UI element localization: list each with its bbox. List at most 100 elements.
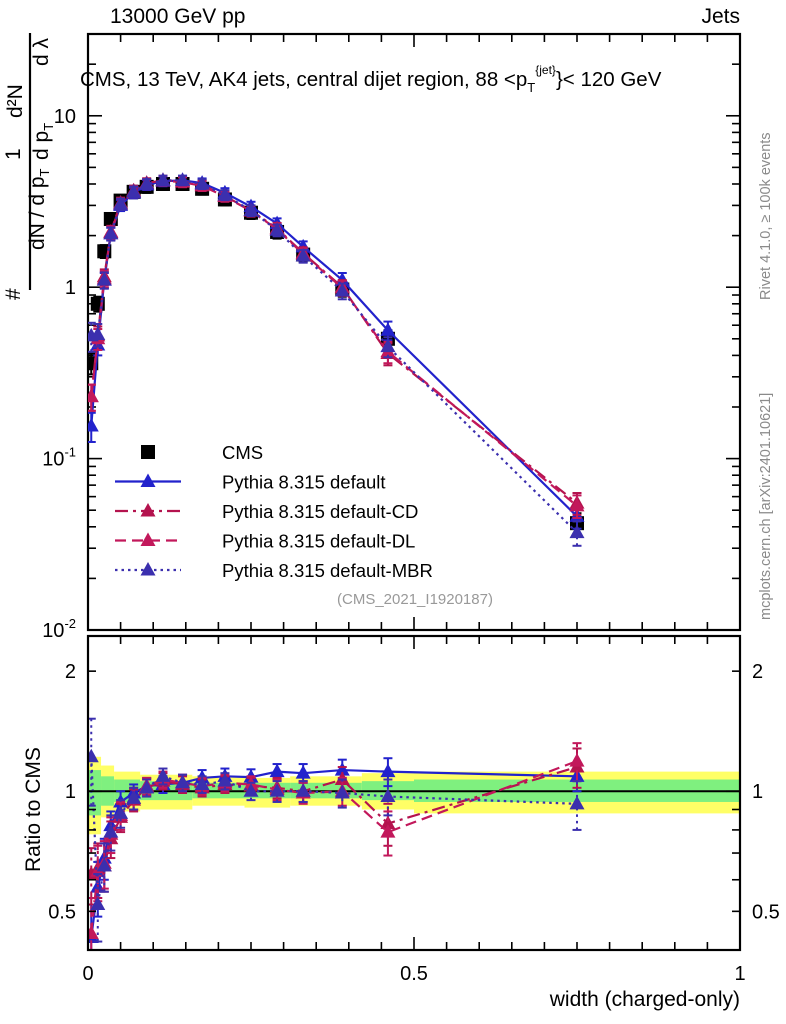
ratio-data-point (569, 753, 585, 767)
analysis-watermark: (CMS_2021_I1920187) (337, 591, 493, 608)
legend-item-pythia-8-315-default-cd[interactable]: Pythia 8.315 default-CD (115, 501, 418, 522)
data-point-triangle (269, 222, 285, 236)
plot-title: CMS, 13 TeV, AK4 jets, central dijet reg… (80, 63, 662, 95)
ratio-data-point (194, 776, 210, 790)
series-pythia-8-315-default-cd (88, 172, 585, 516)
data-point-triangle (88, 388, 99, 403)
legend-label: Pythia 8.315 default-CD (222, 501, 418, 522)
ratio-data-point (569, 795, 585, 810)
ratio-y-tick-label: 0.5 (48, 901, 76, 923)
y-tick-label: 10-1 (42, 445, 76, 471)
ylab-one: 1 (2, 148, 25, 160)
legend-label: Pythia 8.315 default (222, 472, 386, 493)
series-line (90, 179, 578, 507)
ratio-data-point (334, 762, 350, 776)
data-point-triangle (217, 187, 233, 201)
data-point-triangle (194, 175, 210, 190)
svg-text:dN / d pT: dN / d pT (26, 168, 52, 250)
data-point-triangle (139, 175, 155, 190)
side-label-top: Rivet 4.1.0, ≥ 100k events (758, 132, 774, 300)
x-tick-label: 0 (82, 963, 93, 985)
svg-text:d λ: d λ (30, 37, 53, 66)
ylab-den-sub: T (37, 168, 52, 176)
ratio-data-point (217, 773, 233, 787)
series-line (90, 179, 578, 518)
svg-text:d pT: d pT (30, 123, 56, 160)
data-point-triangle (243, 202, 259, 217)
legend-marker-triangle (140, 532, 156, 546)
svg-text:CMS, 13 TeV, AK4 jets, central: CMS, 13 TeV, AK4 jets, central dijet reg… (80, 63, 662, 95)
ratio-data-point (269, 783, 285, 797)
ratio-panel: 2 2 1 1 0.5 0.5 0 0.5 1 (48, 634, 780, 985)
ratio-y-tick-label-right: 0.5 (752, 901, 780, 923)
data-point-triangle (126, 183, 142, 198)
data-point-triangle (334, 283, 350, 297)
legend: CMS Pythia 8.315 default Pythia 8.315 defa… (115, 442, 433, 581)
data-point-triangle (113, 196, 129, 210)
legend-marker-triangle (140, 562, 156, 576)
ratio-data-point (380, 815, 396, 830)
ratio-data-point (334, 784, 350, 799)
series-pythia-8-315-default-dl (88, 172, 585, 520)
ratio-data-point (90, 896, 106, 911)
data-point-triangle (96, 272, 112, 286)
ratio-data-point (380, 788, 396, 803)
legend-item-pythia-8-315-default[interactable]: Pythia 8.315 default (115, 472, 386, 493)
data-point-triangle (90, 326, 106, 340)
y-tick-label: 10-2 (42, 616, 76, 642)
data-point-triangle (569, 497, 585, 512)
x-tick-label: 1 (734, 963, 745, 985)
main-panel: 10 1 10-1 10-2 (42, 32, 742, 642)
legend-item-pythia-8-315-default-dl[interactable]: Pythia 8.315 default-DL (115, 531, 415, 552)
ylab-hash: # (2, 288, 25, 300)
ratio-data-point (243, 783, 259, 797)
data-point-square (88, 356, 99, 371)
title-sup: {jet} (535, 63, 556, 77)
header-right: Jets (701, 5, 740, 28)
legend-marker-triangle (140, 473, 156, 487)
y-tick-label: 10 (54, 106, 76, 128)
ratio-data-point (113, 805, 129, 819)
ratio-data-point (175, 774, 191, 789)
ratio-y-tick-label-right: 1 (752, 781, 763, 803)
ratio-y-axis-label: Ratio to CMS (22, 747, 45, 872)
ratio-data-layer (88, 717, 740, 950)
ylab-num3: d λ (30, 37, 53, 66)
x-axis-label: width (charged-only) (549, 988, 740, 1011)
svg-text:1: 1 (2, 148, 25, 160)
main-data-layer (88, 172, 585, 547)
ylab-num2: d p (30, 131, 53, 160)
ratio-y-tick-label-right: 2 (752, 661, 763, 683)
x-tick-label: 0.5 (400, 963, 428, 985)
data-point-triangle (175, 172, 191, 186)
ratio-y-tick-label: 1 (65, 781, 76, 803)
data-point-triangle (155, 172, 171, 186)
y-axis-label: # dN / d pT 1 d²N d pT d λ (2, 33, 56, 300)
legend-label: CMS (222, 442, 263, 463)
data-point-triangle (569, 524, 585, 539)
legend-item-cms[interactable]: CMS (141, 442, 263, 463)
series-pythia-8-315-default-mbr (88, 172, 585, 547)
ratio-data-point (295, 765, 311, 779)
svg-text:#: # (2, 288, 25, 300)
data-point-triangle (103, 225, 119, 240)
ratio-y-tick-label: 2 (65, 661, 76, 683)
data-point-triangle (380, 322, 396, 336)
ratio-data-point (380, 763, 396, 778)
legend-marker-triangle (140, 503, 156, 517)
ratio-data-point (126, 790, 142, 804)
ratio-data-point (269, 763, 285, 778)
legend-item-pythia-8-315-default-mbr[interactable]: Pythia 8.315 default-MBR (115, 560, 433, 581)
ylab-den: dN / d p (26, 176, 49, 250)
ratio-data-point (88, 925, 99, 939)
data-point-triangle (88, 417, 99, 432)
ratio-data-point (88, 748, 99, 763)
ratio-data-point (139, 779, 155, 794)
svg-text:d²N: d²N (4, 84, 27, 118)
data-point-triangle (380, 338, 396, 353)
data-point-triangle (295, 248, 311, 262)
ratio-series-pythia-8-315-default-mbr (88, 717, 585, 943)
ratio-data-point (295, 783, 311, 797)
